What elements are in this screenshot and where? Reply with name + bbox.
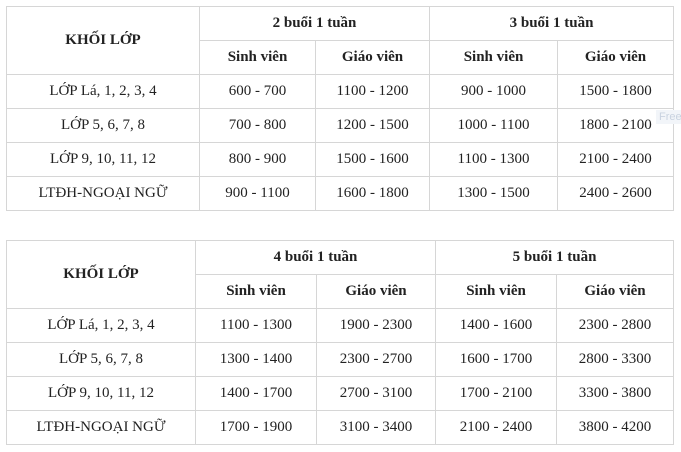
price-cell: 800 - 900 (199, 142, 316, 177)
price-cell: 1500 - 1600 (314, 142, 431, 177)
table-row: LỚP 5, 6, 7, 8 700 - 800 1200 - 1500 100… (6, 108, 675, 143)
price-cell: 3300 - 3800 (556, 376, 675, 411)
price-cell: 1200 - 1500 (314, 108, 431, 143)
group-header: 4 buổi 1 tuần (194, 240, 437, 275)
price-cell: 1000 - 1100 (429, 108, 559, 143)
price-cell: 3100 - 3400 (315, 410, 437, 445)
grade-cell: LỚP 5, 6, 7, 8 (6, 108, 200, 143)
price-cell: 1400 - 1600 (435, 308, 558, 343)
free-watermark: Free (656, 110, 681, 124)
grade-cell: LỚP Lá, 1, 2, 3, 4 (6, 74, 200, 109)
sub-header: Sinh viên (195, 274, 317, 309)
price-cell: 1900 - 2300 (315, 308, 437, 343)
group-header: 3 buổi 1 tuần (429, 6, 675, 41)
price-cell: 3800 - 4200 (556, 410, 675, 445)
price-cell: 900 - 1000 (429, 74, 559, 109)
table-row: LỚP Lá, 1, 2, 3, 4 600 - 700 1100 - 1200… (6, 74, 675, 109)
price-cell: 2100 - 2400 (435, 410, 558, 445)
grade-cell: LỚP 9, 10, 11, 12 (6, 376, 196, 411)
price-cell: 1500 - 1800 (557, 74, 675, 109)
price-cell: 2400 - 2600 (557, 176, 675, 211)
price-cell: 1100 - 1200 (314, 74, 431, 109)
price-cell: 1300 - 1500 (429, 176, 559, 211)
tuition-table-2-3-sessions: KHỐI LỚP 2 buổi 1 tuần 3 buổi 1 tuần Sin… (6, 6, 675, 211)
price-cell: 1600 - 1700 (435, 342, 558, 377)
sub-header: Sinh viên (199, 40, 316, 75)
sub-header: Giáo viên (315, 274, 437, 309)
table-row: LỚP Lá, 1, 2, 3, 4 1100 - 1300 1900 - 23… (6, 308, 675, 343)
grade-cell: LTĐH-NGOẠI NGỮ (6, 176, 200, 211)
grade-cell: LỚP 5, 6, 7, 8 (6, 342, 196, 377)
price-cell: 2700 - 3100 (315, 376, 437, 411)
sub-header: Giáo viên (557, 40, 675, 75)
sub-header: Sinh viên (429, 40, 559, 75)
price-cell: 1100 - 1300 (429, 142, 559, 177)
grade-cell: LTĐH-NGOẠI NGỮ (6, 410, 196, 445)
price-cell: 2100 - 2400 (557, 142, 675, 177)
table-row: LỚP 9, 10, 11, 12 1400 - 1700 2700 - 310… (6, 376, 675, 411)
price-cell: 1400 - 1700 (195, 376, 317, 411)
table-row: LỚP 5, 6, 7, 8 1300 - 1400 2300 - 2700 1… (6, 342, 675, 377)
grade-header: KHỐI LỚP (6, 240, 196, 309)
sub-header: Giáo viên (556, 274, 675, 309)
price-cell: 900 - 1100 (199, 176, 316, 211)
price-cell: 1600 - 1800 (314, 176, 431, 211)
price-cell: 1700 - 2100 (435, 376, 558, 411)
tuition-table-4-5-sessions: KHỐI LỚP 4 buổi 1 tuần 5 buổi 1 tuần Sin… (6, 240, 675, 445)
price-cell: 600 - 700 (199, 74, 316, 109)
price-cell: 1100 - 1300 (195, 308, 317, 343)
table-row: LỚP 9, 10, 11, 12 800 - 900 1500 - 1600 … (6, 142, 675, 177)
price-cell: 2800 - 3300 (556, 342, 675, 377)
sub-header: Giáo viên (314, 40, 431, 75)
grade-cell: LỚP Lá, 1, 2, 3, 4 (6, 308, 196, 343)
price-cell: 2300 - 2700 (315, 342, 437, 377)
grade-cell: LỚP 9, 10, 11, 12 (6, 142, 200, 177)
table-row: LTĐH-NGOẠI NGỮ 1700 - 1900 3100 - 3400 2… (6, 410, 675, 445)
price-cell: 700 - 800 (199, 108, 316, 143)
group-header: 2 buổi 1 tuần (198, 6, 431, 41)
grade-header: KHỐI LỚP (6, 6, 200, 75)
sub-header: Sinh viên (435, 274, 558, 309)
price-cell: 1800 - 2100 (557, 108, 675, 143)
price-cell: 1300 - 1400 (195, 342, 317, 377)
group-header: 5 buổi 1 tuần (435, 240, 675, 275)
price-cell: 2300 - 2800 (556, 308, 675, 343)
price-cell: 1700 - 1900 (195, 410, 317, 445)
table-row: LTĐH-NGOẠI NGỮ 900 - 1100 1600 - 1800 13… (6, 176, 675, 211)
